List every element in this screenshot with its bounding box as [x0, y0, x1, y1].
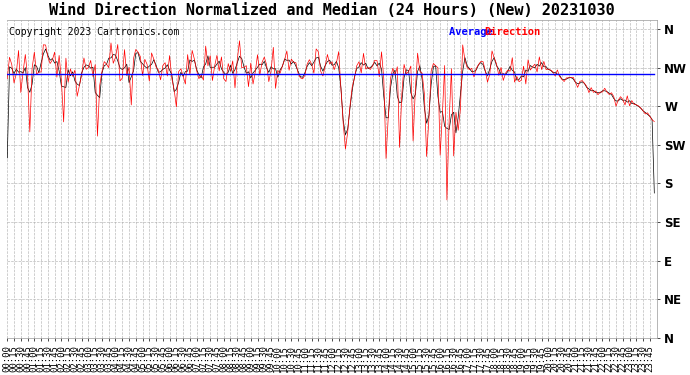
Text: Copyright 2023 Cartronics.com: Copyright 2023 Cartronics.com: [8, 27, 179, 37]
Title: Wind Direction Normalized and Median (24 Hours) (New) 20231030: Wind Direction Normalized and Median (24…: [49, 3, 615, 18]
Text: Average: Average: [448, 27, 499, 37]
Text: Direction: Direction: [484, 27, 541, 37]
